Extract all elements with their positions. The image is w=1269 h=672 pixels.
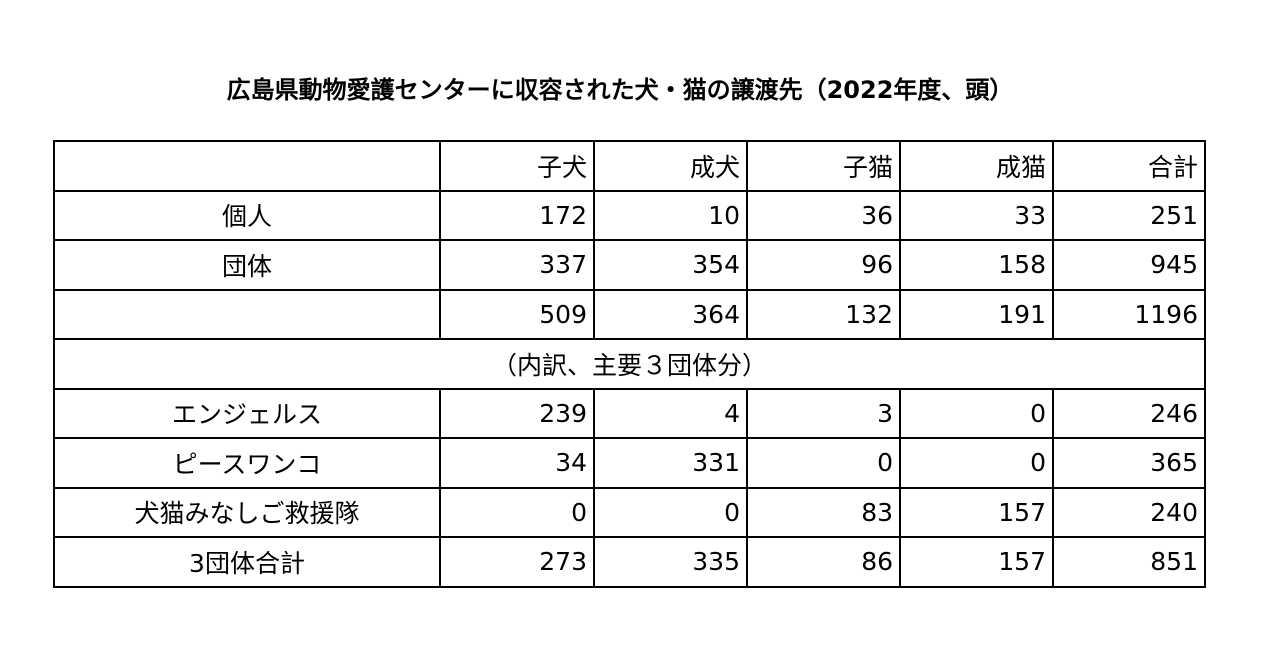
value-cell: 157 (899, 486, 1054, 538)
row-label: 3団体合計 (53, 536, 441, 588)
value-cell: 86 (746, 536, 901, 588)
value-cell: 172 (439, 189, 595, 241)
table-row: エンジェルス 239 4 3 0 246 (53, 387, 1206, 439)
value-cell: 96 (746, 239, 901, 291)
value-cell: 365 (1052, 437, 1206, 489)
title: 広島県動物愛護センターに収容された犬・猫の譲渡先（2022年度、頭） (226, 76, 1014, 104)
value-cell: 0 (439, 486, 595, 538)
table-row: ピースワンコ 34 331 0 0 365 (53, 437, 1206, 489)
value-cell: 33 (899, 189, 1054, 241)
value-cell: 1196 (1052, 288, 1206, 340)
header-cell: 成猫 (899, 140, 1054, 192)
value-cell: 34 (439, 437, 595, 489)
note-cell: （内訳、主要３団体分） (53, 338, 1206, 390)
value-cell: 240 (1052, 486, 1206, 538)
row-label: 個人 (53, 189, 441, 241)
value-cell: 191 (899, 288, 1054, 340)
note-row: （内訳、主要３団体分） (53, 338, 1206, 390)
value-cell: 337 (439, 239, 595, 291)
value-cell: 246 (1052, 387, 1206, 439)
table: 子犬 成犬 子猫 成猫 合計 個人 172 10 36 33 251 団体 337 354 96 158 945… (53, 140, 1206, 588)
table-row: 団体 337 354 96 158 945 (53, 239, 1206, 291)
row-label: 団体 (53, 239, 441, 291)
value-cell: 273 (439, 536, 595, 588)
row-label (53, 288, 441, 340)
table-row: 3団体合計 273 335 86 157 851 (53, 536, 1206, 588)
value-cell: 251 (1052, 189, 1206, 241)
table-body: 子犬 成犬 子猫 成猫 合計 個人 172 10 36 33 251 団体 337 354 96 158 945… (53, 140, 1206, 588)
value-cell: 132 (746, 288, 901, 340)
value-cell: 331 (593, 437, 748, 489)
value-cell: 83 (746, 486, 901, 538)
value-cell: 0 (746, 437, 901, 489)
row-label: 犬猫みなしご救援隊 (53, 486, 441, 538)
row-label: エンジェルス (53, 387, 441, 439)
value-cell: 851 (1052, 536, 1206, 588)
row-label: ピースワンコ (53, 437, 441, 489)
value-cell: 36 (746, 189, 901, 241)
value-cell: 10 (593, 189, 748, 241)
value-cell: 157 (899, 536, 1054, 588)
value-cell: 945 (1052, 239, 1206, 291)
header-row: 子犬 成犬 子猫 成猫 合計 (53, 140, 1206, 192)
value-cell: 364 (593, 288, 748, 340)
table-row: 個人 172 10 36 33 251 (53, 189, 1206, 241)
value-cell: 0 (899, 387, 1054, 439)
value-cell: 4 (593, 387, 748, 439)
value-cell: 158 (899, 239, 1054, 291)
header-cell: 子猫 (746, 140, 901, 192)
table-row: 509 364 132 191 1196 (53, 288, 1206, 340)
header-cell (53, 140, 441, 192)
value-cell: 335 (593, 536, 748, 588)
value-cell: 3 (746, 387, 901, 439)
header-cell: 合計 (1052, 140, 1206, 192)
value-cell: 0 (899, 437, 1054, 489)
table-row: 犬猫みなしご救援隊 0 0 83 157 240 (53, 486, 1206, 538)
value-cell: 0 (593, 486, 748, 538)
value-cell: 354 (593, 239, 748, 291)
header-cell: 成犬 (593, 140, 748, 192)
header-cell: 子犬 (439, 140, 595, 192)
value-cell: 239 (439, 387, 595, 439)
value-cell: 509 (439, 288, 595, 340)
